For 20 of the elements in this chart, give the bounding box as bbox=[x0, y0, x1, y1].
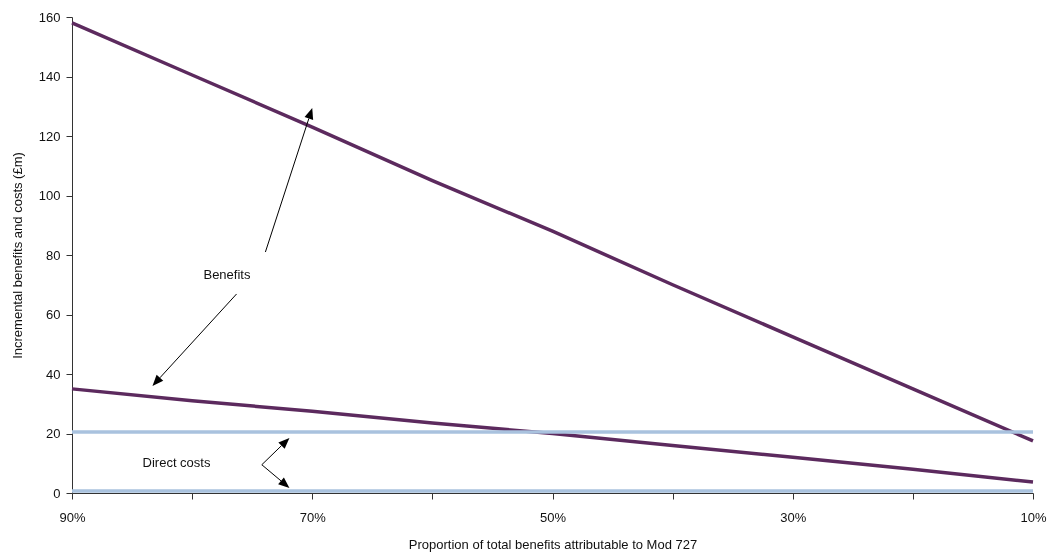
x-tick-label: 90% bbox=[59, 509, 86, 525]
x-tick-label: 70% bbox=[299, 509, 327, 525]
y-tick-label: 100 bbox=[38, 188, 61, 203]
x-tick-label: 30% bbox=[780, 509, 807, 525]
y-tick-label: 40 bbox=[46, 366, 61, 382]
x-axis-title: Proportion of total benefits attributable to Mod 727 bbox=[408, 536, 698, 552]
y-tick-label: 80 bbox=[46, 247, 61, 263]
y-tick-label: 60 bbox=[46, 307, 61, 322]
annotation: Benefits bbox=[203, 267, 251, 283]
y-tick-label: 20 bbox=[46, 426, 61, 441]
line-series bbox=[70, 21, 1035, 443]
y-axis-title: Incremental benefits and costs (£m) bbox=[9, 152, 25, 359]
y-tick-label: 160 bbox=[38, 9, 61, 25]
y-tick-label: 0 bbox=[53, 485, 61, 501]
x-tick-label: 50% bbox=[539, 509, 567, 525]
x-tick-label: 10% bbox=[1020, 509, 1047, 525]
y-tick-label: 120 bbox=[38, 128, 61, 144]
line-series bbox=[70, 387, 1035, 484]
y-tick-label: 140 bbox=[38, 69, 61, 84]
annotation: Direct costs bbox=[142, 454, 211, 470]
